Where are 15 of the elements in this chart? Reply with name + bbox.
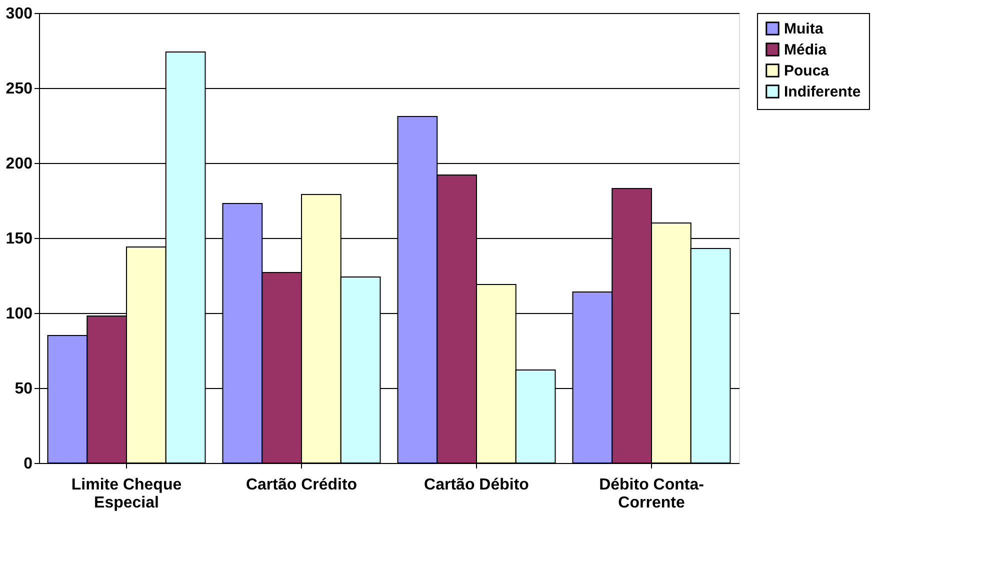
y-tick-label: 150 bbox=[6, 230, 33, 248]
y-tick-label: 200 bbox=[6, 156, 33, 172]
y-tick-label: 50 bbox=[14, 380, 33, 398]
y-tick-label: 100 bbox=[6, 306, 33, 322]
y-tick-label: 250 bbox=[6, 80, 33, 98]
legend-label: Média bbox=[784, 42, 828, 58]
x-tick-label: Cartão Crédito bbox=[246, 476, 358, 494]
legend-label: Muita bbox=[784, 20, 824, 38]
x-tick-label: Cartão Débito bbox=[424, 476, 530, 494]
y-tick-label: 0 bbox=[24, 456, 33, 472]
legend-label: Pouca bbox=[784, 62, 830, 80]
x-tick-label: Limite Cheque Especial bbox=[71, 476, 182, 512]
x-tick-label: Débito Conta-Corrente bbox=[599, 476, 704, 512]
y-tick-label: 300 bbox=[6, 6, 33, 22]
legend-label: Indiferente bbox=[784, 84, 861, 100]
